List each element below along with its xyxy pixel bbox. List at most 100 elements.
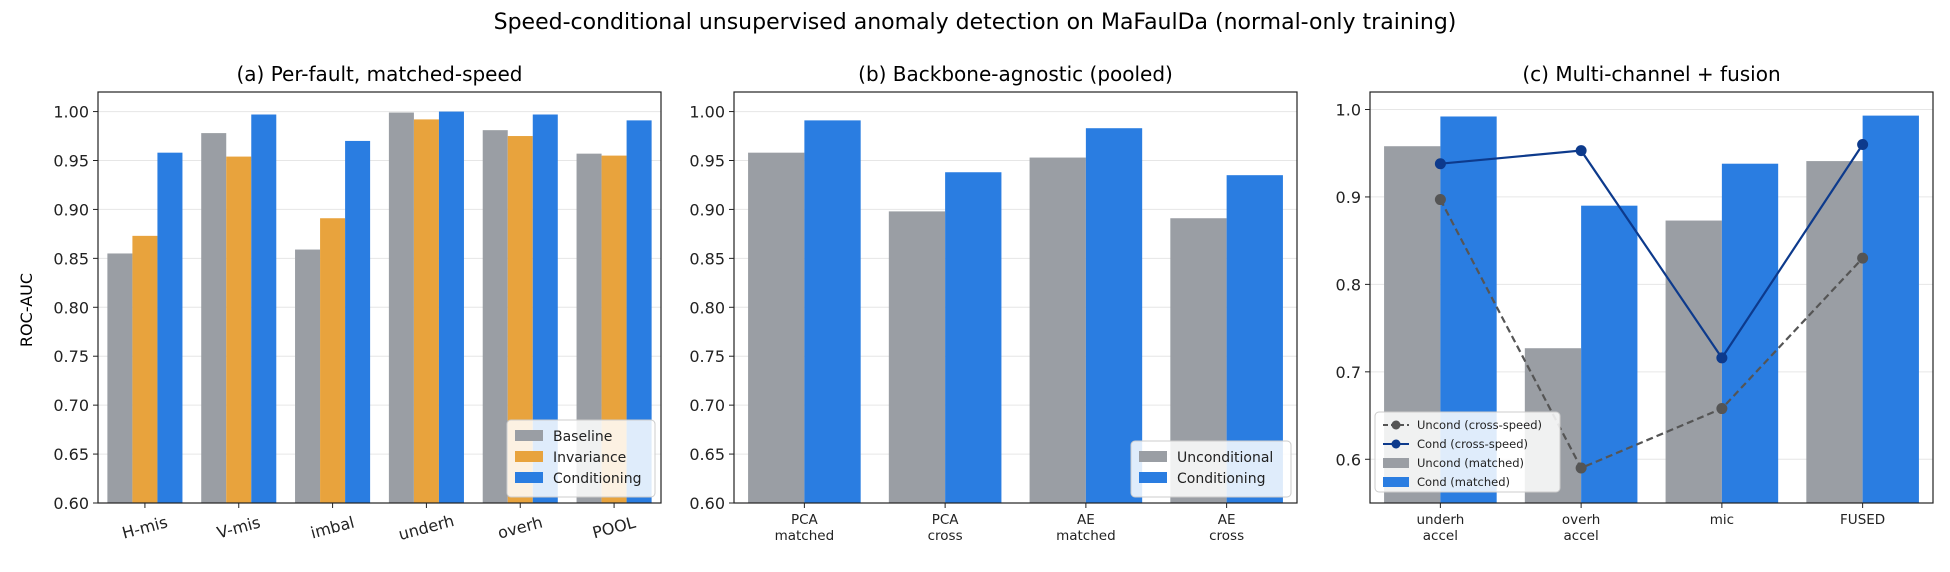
y-tick-label: 0.60 xyxy=(689,494,725,513)
legend-label: Conditioning xyxy=(553,471,641,487)
bar-a-0-1 xyxy=(201,133,227,503)
panel-a-ylabel: ROC-AUC xyxy=(17,273,36,347)
x-tick-label-line: mic xyxy=(1710,512,1734,528)
bar-a-0-3 xyxy=(388,112,414,504)
x-tick-label-line: cross xyxy=(928,528,963,544)
y-tick-label: 0.85 xyxy=(53,249,89,268)
bar-a-1-3 xyxy=(413,119,439,504)
x-tick-label: AE matched xyxy=(1056,512,1116,544)
point-0-1 xyxy=(1575,462,1587,474)
legend-swatch xyxy=(1139,472,1167,483)
x-tick-label: FUSED xyxy=(1840,512,1885,528)
x-tick-label: overh xyxy=(496,512,545,542)
legend-label: Uncond (cross-speed) xyxy=(1417,418,1542,432)
x-tick-label-line: AE xyxy=(1218,512,1236,528)
point-1-3 xyxy=(1857,138,1869,150)
axes-frame xyxy=(1369,91,1934,504)
figure-title: Speed-conditional unsupervised anomaly d… xyxy=(494,10,1457,35)
legend-swatch xyxy=(515,430,543,441)
panel-b-title: (b) Backbone-agnostic (pooled) xyxy=(858,62,1173,86)
panel-c-multichannel: (c) Multi-channel + fusion 0.6 0.7 0.8 0.9 1… xyxy=(1336,62,1934,544)
bar-c-0-2 xyxy=(1665,220,1722,503)
x-tick-label-line: cross xyxy=(1209,528,1244,544)
legend-label: Baseline xyxy=(553,429,612,445)
legend-label: Cond (matched) xyxy=(1417,475,1510,489)
y-tick-label: 0.95 xyxy=(53,152,89,171)
x-tick-label-line: matched xyxy=(1056,528,1116,544)
bar-b-0-0 xyxy=(748,152,805,503)
panel-c-title: (c) Multi-channel + fusion xyxy=(1522,62,1780,86)
legend-swatch xyxy=(515,472,543,483)
x-tick-label: imbal xyxy=(309,513,357,543)
x-tick-label: V-mis xyxy=(215,513,263,543)
y-tick-label: 0.7 xyxy=(1336,363,1361,382)
x-tick-label: PCA cross xyxy=(928,512,963,544)
bar-a-2-3 xyxy=(438,111,464,504)
bar-c-1-3 xyxy=(1862,115,1919,503)
y-tick-label: 0.8 xyxy=(1336,275,1361,294)
bar-b-1-0 xyxy=(804,120,861,503)
x-tick-label: AE cross xyxy=(1209,512,1244,544)
x-tick-label: mic xyxy=(1710,512,1734,528)
bar-c-0-3 xyxy=(1806,161,1863,503)
y-tick-label: 0.60 xyxy=(53,494,89,513)
panel-a-per-fault: (a) Per-fault, matched-speed ROC-AUC 0.6… xyxy=(17,62,662,544)
bar-a-0-0 xyxy=(107,253,133,503)
x-tick-label-line: underh xyxy=(1416,512,1464,528)
y-tick-label: 0.80 xyxy=(53,298,89,317)
series-line-0 xyxy=(1439,199,1864,470)
x-tick-label-line: AE xyxy=(1077,512,1095,528)
legend-box xyxy=(506,419,656,498)
legend-label: Uncond (matched) xyxy=(1417,456,1524,470)
y-tick-label: 1.0 xyxy=(1336,100,1361,119)
x-tick-label: H-mis xyxy=(120,512,170,542)
panel-b-backbone: (b) Backbone-agnostic (pooled) 0.60 0.65 0… xyxy=(689,62,1298,544)
x-tick-label: underh xyxy=(396,511,456,544)
y-tick-label: 0.80 xyxy=(689,298,725,317)
y-tick-label: 1.00 xyxy=(689,103,725,122)
legend-label: Unconditional xyxy=(1177,450,1273,466)
point-1-1 xyxy=(1575,145,1587,157)
y-tick-label: 0.90 xyxy=(53,200,89,219)
bar-c-1-2 xyxy=(1721,163,1779,503)
series-line-1 xyxy=(1440,143,1864,360)
legend-swatch xyxy=(1383,458,1409,468)
bar-a-0-4 xyxy=(482,130,508,503)
legend-swatch xyxy=(1383,477,1409,487)
y-tick-label: 0.65 xyxy=(689,445,725,464)
bar-a-1-1 xyxy=(226,156,252,504)
y-tick-label: 0.9 xyxy=(1336,188,1361,207)
point-0-0 xyxy=(1434,194,1446,206)
x-tick-label: underh accel xyxy=(1416,512,1464,544)
legend-box xyxy=(1130,440,1292,498)
bar-a-2-2 xyxy=(345,140,371,503)
bar-b-1-1 xyxy=(945,172,1002,503)
legend-box xyxy=(1374,411,1561,493)
point-0-3 xyxy=(1857,252,1869,264)
x-tick-label-line: FUSED xyxy=(1840,512,1885,528)
legend-label: Cond (cross-speed) xyxy=(1417,437,1528,451)
bar-a-1-2 xyxy=(320,218,346,503)
point-1-0 xyxy=(1434,158,1446,170)
y-tick-label: 0.85 xyxy=(689,249,725,268)
bar-a-2-0 xyxy=(157,152,183,503)
bar-b-1-2 xyxy=(1085,128,1143,503)
y-tick-label: 0.90 xyxy=(689,200,725,219)
x-tick-label-line: overh xyxy=(1562,512,1600,528)
x-tick-label-line: PCA xyxy=(791,512,819,528)
legend-marker xyxy=(1391,439,1401,449)
bar-a-2-1 xyxy=(251,114,277,503)
x-tick-label-line: PCA xyxy=(932,512,960,528)
y-tick-label: 0.75 xyxy=(53,347,89,366)
x-tick-label: POOL xyxy=(590,513,637,543)
bar-a-0-2 xyxy=(295,249,321,503)
bar-c-1-1 xyxy=(1581,205,1638,503)
y-tick-label: 0.70 xyxy=(53,396,89,415)
legend-swatch xyxy=(515,451,543,462)
x-tick-label-line: accel xyxy=(1423,528,1458,544)
y-tick-label: 0.75 xyxy=(689,347,725,366)
y-tick-label: 1.00 xyxy=(53,103,89,122)
x-tick-label: overh accel xyxy=(1562,512,1600,544)
y-tick-label: 0.65 xyxy=(53,445,89,464)
y-tick-label: 0.6 xyxy=(1336,450,1361,469)
